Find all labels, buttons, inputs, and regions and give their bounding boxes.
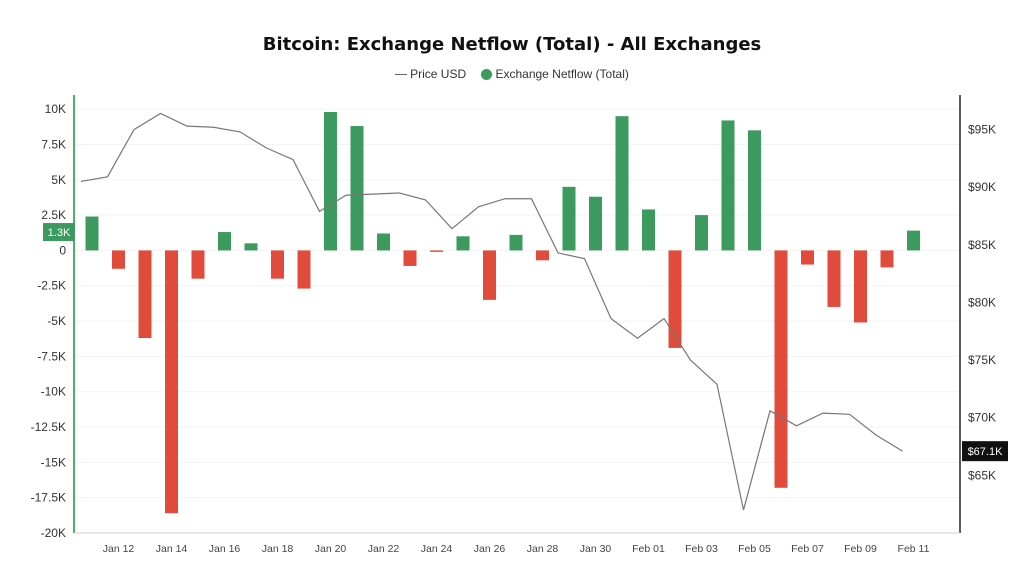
x-axis-tick-label: Feb 03 xyxy=(685,543,718,555)
x-axis-tick-label: Jan 30 xyxy=(580,543,612,555)
axis-labels: 10K 7.5K 5K 2.5K 0 -2.5K -5K -7.5K -10K -12.5K -15… xyxy=(31,102,1008,555)
x-axis-tick-label: Feb 01 xyxy=(632,543,665,555)
legend: Price USD Exchange Netflow (Total) xyxy=(0,66,1024,81)
netflow-bar xyxy=(827,250,841,307)
netflow-current-label: 1.3K xyxy=(48,227,71,239)
x-axis-tick-label: Jan 28 xyxy=(527,543,559,555)
netflow-bar xyxy=(191,250,205,279)
price-usd-line xyxy=(80,112,903,511)
netflow-bar xyxy=(324,111,337,251)
x-axis-tick-label: Jan 20 xyxy=(315,543,347,555)
x-axis-tick-label: Jan 26 xyxy=(474,543,506,555)
left-axis-tick-label: -15K xyxy=(41,455,66,469)
netflow-bar xyxy=(244,243,258,251)
right-axis-tick-label: $70K xyxy=(968,411,996,425)
gridlines xyxy=(74,108,960,534)
x-axis-tick-label: Feb 09 xyxy=(844,543,877,555)
price-line-legend-icon xyxy=(395,74,408,76)
netflow-bar xyxy=(350,126,364,251)
green-dot-legend-icon xyxy=(481,69,493,81)
netflow-bar xyxy=(377,233,390,251)
legend-label-netflow: Exchange Netflow (Total) xyxy=(495,66,629,81)
netflow-bar xyxy=(695,215,708,251)
netflow-bar xyxy=(483,250,496,300)
netflow-bar xyxy=(880,250,894,268)
netflow-bar xyxy=(642,209,655,251)
axes xyxy=(73,95,961,534)
price-line-layer xyxy=(80,112,903,511)
left-axis-tick-label: -5K xyxy=(47,314,66,328)
netflow-bar xyxy=(85,216,99,251)
x-axis-tick-label: Jan 12 xyxy=(103,543,135,555)
netflow-bar xyxy=(271,250,284,279)
right-axis-tick-label: $75K xyxy=(968,353,996,367)
x-axis-tick-label: Feb 11 xyxy=(898,543,930,555)
netflow-bar xyxy=(801,250,814,265)
netflow-bar xyxy=(562,186,576,251)
x-axis-tick-label: Jan 16 xyxy=(209,543,241,555)
left-axis-tick-label: 0 xyxy=(59,243,66,257)
netflow-bar xyxy=(748,130,761,251)
netflow-bar xyxy=(138,250,152,339)
netflow-bar xyxy=(509,234,523,251)
netflow-bar xyxy=(297,250,311,289)
left-axis-tick-label: -20K xyxy=(41,526,66,540)
netflow-bar xyxy=(615,116,629,251)
legend-label-price: Price USD xyxy=(410,66,467,81)
price-current-label: $67.1K xyxy=(968,446,1004,458)
netflow-bar xyxy=(218,232,231,251)
price-current-badge xyxy=(962,441,1008,462)
left-axis-tick-label: 7.5K xyxy=(41,137,66,151)
netflow-bar xyxy=(456,236,470,251)
left-axis-tick-label: -17.5K xyxy=(31,491,66,505)
netflow-bar xyxy=(112,250,125,269)
chart-title: Bitcoin: Exchange Netflow (Total) - All … xyxy=(262,34,762,55)
right-axis-tick-label: $90K xyxy=(968,180,996,194)
left-axis-tick-label: 2.5K xyxy=(41,208,66,222)
netflow-bar xyxy=(403,250,417,266)
x-axis-tick-label: Jan 18 xyxy=(262,543,294,555)
netflow-bars xyxy=(85,111,920,514)
legend-item-price[interactable]: Price USD xyxy=(395,67,466,81)
left-axis-tick-label: 5K xyxy=(51,173,66,187)
left-axis-tick-label: -12.5K xyxy=(31,420,66,434)
netflow-bar xyxy=(589,196,602,251)
x-axis-tick-label: Jan 22 xyxy=(368,543,400,555)
netflow-bar xyxy=(721,120,735,251)
x-axis-tick-label: Jan 24 xyxy=(421,543,453,555)
legend-item-netflow[interactable]: Exchange Netflow (Total) xyxy=(481,66,629,81)
x-axis-tick-label: Feb 07 xyxy=(791,543,824,555)
left-axis-tick-label: -2.5K xyxy=(37,279,66,293)
right-axis-tick-label: $65K xyxy=(968,468,996,482)
netflow-bar xyxy=(668,250,682,348)
netflow-bar xyxy=(536,250,549,261)
netflow-current-badge xyxy=(43,223,75,242)
right-axis-tick-label: $80K xyxy=(968,295,996,309)
x-axis-tick-label: Feb 05 xyxy=(738,543,771,555)
left-axis-tick-label: 10K xyxy=(45,102,66,116)
left-axis-tick-label: -7.5K xyxy=(37,349,66,363)
right-axis-tick-label: $95K xyxy=(968,123,996,137)
netflow-bar xyxy=(165,250,178,514)
netflow-bar xyxy=(854,250,867,323)
netflow-bar xyxy=(430,250,443,252)
x-axis-tick-label: Jan 14 xyxy=(156,543,188,555)
netflow-bar xyxy=(774,250,788,488)
left-axis-tick-label: -10K xyxy=(41,385,66,399)
netflow-bar xyxy=(907,230,920,251)
right-axis-tick-label: $85K xyxy=(968,238,996,252)
